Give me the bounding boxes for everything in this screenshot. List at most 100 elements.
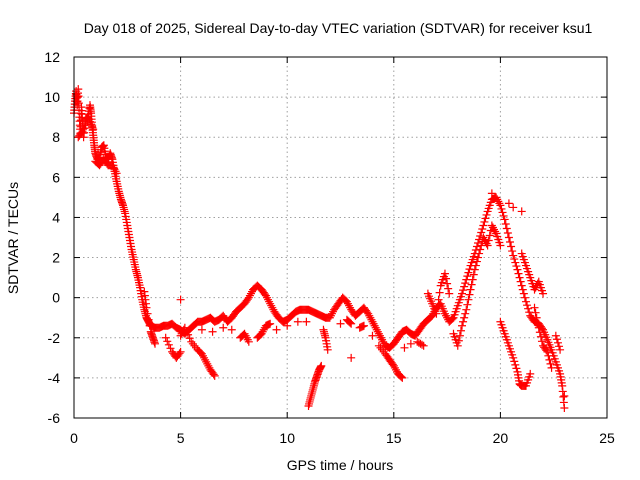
data-point [516, 277, 525, 286]
data-point [462, 305, 471, 314]
data-point [440, 269, 449, 278]
data-point [501, 219, 510, 228]
data-point [176, 347, 185, 356]
x-tick-label: 20 [493, 430, 509, 446]
data-point [547, 363, 556, 372]
data-point [345, 301, 354, 310]
x-axis-label: GPS time / hours [287, 457, 394, 473]
data-point [428, 311, 437, 320]
data-point [555, 342, 564, 351]
data-point [504, 233, 513, 242]
data-point [471, 261, 480, 270]
data-point [418, 340, 427, 349]
data-point [479, 221, 488, 230]
data-point [243, 335, 252, 344]
data-point [379, 337, 388, 346]
data-point [377, 333, 386, 342]
data-point [524, 304, 533, 313]
data-point [346, 318, 355, 327]
data-point [378, 335, 387, 344]
data-point [370, 321, 379, 330]
data-point [176, 331, 185, 340]
data-point [390, 363, 399, 372]
data-point [317, 361, 326, 370]
data-point [458, 289, 467, 298]
data-point [89, 125, 98, 134]
data-point [537, 337, 546, 346]
data-point [266, 319, 275, 328]
data-point [511, 360, 520, 369]
data-point [435, 288, 444, 297]
data-point [480, 235, 489, 244]
data-point [460, 282, 469, 291]
data-point [442, 311, 451, 320]
data-point [378, 345, 387, 354]
data-point [481, 214, 490, 223]
data-point [448, 314, 457, 323]
data-point [327, 309, 336, 318]
data-point [464, 268, 473, 277]
data-point [302, 317, 311, 326]
data-point [336, 319, 345, 328]
data-point [176, 295, 185, 304]
data-point [493, 195, 502, 204]
data-point [523, 301, 532, 310]
data-point [185, 334, 194, 343]
data-point [347, 319, 356, 328]
data-point [512, 262, 521, 271]
data-point [455, 331, 464, 340]
data-point [110, 165, 119, 174]
data-point [145, 321, 154, 330]
data-point [391, 365, 400, 374]
data-point [560, 391, 569, 400]
data-point [475, 249, 484, 258]
data-point [368, 331, 377, 340]
data-point [109, 163, 118, 172]
x-tick-label: 15 [386, 430, 402, 446]
data-point [509, 353, 518, 362]
data-point [477, 228, 486, 237]
data-point [505, 238, 514, 247]
data-point [434, 295, 443, 304]
y-tick-label: 0 [52, 290, 60, 306]
data-point [227, 325, 236, 334]
data-point [496, 241, 505, 250]
data-point [272, 325, 281, 334]
data-point [469, 270, 478, 279]
data-point [487, 189, 496, 198]
data-point [551, 331, 560, 340]
data-point [466, 285, 475, 294]
data-point [544, 351, 553, 360]
data-point [166, 344, 175, 353]
data-point [419, 341, 428, 350]
plot-frame [73, 56, 608, 419]
data-point [530, 285, 539, 294]
data-point [463, 272, 472, 281]
data-point [461, 309, 470, 318]
data-point [111, 167, 120, 176]
data-point [246, 289, 255, 298]
data-point [458, 321, 467, 330]
data-point [517, 207, 526, 216]
data-point [476, 245, 485, 254]
data-point [556, 345, 565, 354]
data-point [442, 274, 451, 283]
data-point [198, 351, 207, 360]
data-point [175, 349, 184, 358]
x-tick-label: 0 [70, 430, 78, 446]
y-tick-label: -6 [48, 410, 61, 426]
data-point [197, 325, 206, 334]
data-point [518, 285, 527, 294]
data-point [480, 217, 489, 226]
chart-title: Day 018 of 2025, Sidereal Day-to-day VTE… [84, 20, 593, 36]
data-point [463, 300, 472, 309]
data-point [531, 308, 540, 317]
data-point [201, 355, 210, 364]
data-point [163, 337, 172, 346]
data-point [461, 279, 470, 288]
data-point [532, 313, 541, 322]
data-point [504, 199, 513, 208]
data-point [374, 329, 383, 338]
data-point [343, 299, 352, 308]
